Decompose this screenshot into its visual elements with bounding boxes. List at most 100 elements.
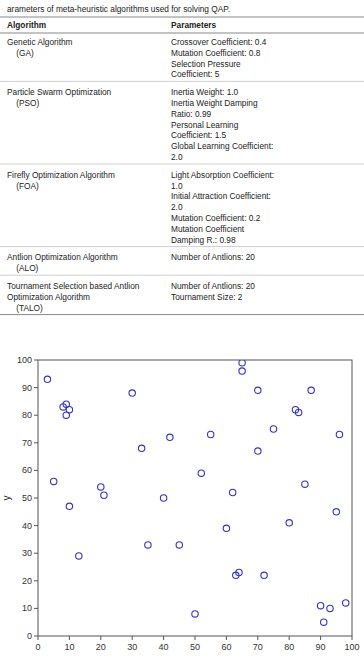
point: [145, 542, 151, 548]
point: [239, 368, 245, 374]
point: [208, 431, 214, 437]
y-tick-label: 40: [22, 521, 32, 531]
y-tick: [34, 608, 38, 609]
point: [261, 572, 267, 578]
point: [129, 390, 135, 396]
y-tick-label: 80: [22, 410, 32, 420]
y-tick-label: 30: [22, 548, 32, 558]
x-tick-label: 0: [35, 642, 40, 652]
table-title: arameters of meta-heuristic algorithms u…: [7, 4, 230, 14]
y-tick: [34, 580, 38, 581]
table-rule: [0, 81, 364, 82]
point: [192, 611, 198, 617]
point: [236, 569, 242, 575]
point: [321, 619, 327, 625]
parameters-cell: Light Absorption Coefficient:1.0Initial …: [171, 170, 274, 245]
y-tick: [34, 415, 38, 416]
table-rule: [0, 275, 364, 276]
x-tick-label: 80: [284, 642, 294, 652]
x-tick: [320, 636, 321, 640]
scatter-chart: 0102030405060708090100010203040506070809…: [1, 355, 360, 652]
point: [138, 445, 144, 451]
point: [229, 489, 235, 495]
point: [98, 484, 104, 490]
point: [286, 520, 292, 526]
x-tick: [195, 636, 196, 640]
point: [101, 492, 107, 498]
point: [336, 431, 342, 437]
point: [239, 360, 245, 366]
x-tick: [289, 636, 290, 640]
point: [255, 387, 261, 393]
x-tick: [226, 636, 227, 640]
table-rule: [0, 314, 364, 315]
table: arameters of meta-heuristic algorithms u…: [0, 4, 364, 315]
algorithm-cell: Genetic Algorithm (GA): [7, 37, 73, 58]
x-tick: [352, 636, 353, 640]
y-tick-label: 20: [22, 576, 32, 586]
y-axis-label: y: [1, 496, 12, 501]
point: [255, 448, 261, 454]
x-tick: [132, 636, 133, 640]
point: [176, 542, 182, 548]
point: [333, 509, 339, 515]
x-tick: [38, 636, 39, 640]
x-tick: [100, 636, 101, 640]
y-tick: [34, 636, 38, 637]
x-tick: [163, 636, 164, 640]
point: [223, 525, 229, 531]
column-header: Algorithm: [7, 20, 46, 30]
point: [317, 602, 323, 608]
y-tick-label: 90: [22, 383, 32, 393]
point: [51, 478, 57, 484]
point: [295, 409, 301, 415]
y-tick-label: 60: [22, 465, 32, 475]
point: [270, 426, 276, 432]
x-tick-label: 60: [221, 642, 231, 652]
table-rule: [0, 246, 364, 247]
point: [302, 481, 308, 487]
x-tick: [69, 636, 70, 640]
algorithm-cell: Antlion Optimization Algorithm (ALO): [7, 252, 118, 273]
x-tick-label: 40: [159, 642, 169, 652]
plot-frame: [38, 360, 352, 636]
x-tick: [257, 636, 258, 640]
point: [66, 503, 72, 509]
x-tick-label: 20: [96, 642, 106, 652]
point: [327, 605, 333, 611]
parameters-cell: Number of Antlions: 20Tournament Size: 2: [171, 281, 255, 302]
point: [66, 406, 72, 412]
parameters-cell: Crossover Coefficient: 0.4Mutation Coeff…: [171, 37, 267, 79]
background: [0, 0, 364, 662]
table-rule: [0, 164, 364, 165]
point: [167, 434, 173, 440]
y-tick-label: 0: [27, 631, 32, 641]
point: [76, 553, 82, 559]
table-rule: [0, 17, 364, 18]
point: [198, 470, 204, 476]
x-tick-label: 90: [316, 642, 326, 652]
table-rule: [0, 33, 364, 34]
points: [44, 360, 349, 625]
algorithm-cell: Particle Swarm Optimization (PSO): [7, 87, 112, 108]
algorithm-cell: Firefly Optimization Algorithm (FOA): [7, 170, 115, 191]
figure: arameters of meta-heuristic algorithms u…: [0, 0, 364, 662]
x-tick-label: 10: [64, 642, 74, 652]
point: [343, 600, 349, 606]
parameters-cell: Number of Antlions: 20: [171, 252, 255, 262]
y-tick: [34, 360, 38, 361]
y-tick: [34, 442, 38, 443]
y-tick: [34, 387, 38, 388]
y-tick-label: 10: [22, 603, 32, 613]
x-tick-label: 70: [253, 642, 263, 652]
x-tick-label: 100: [344, 642, 359, 652]
y-tick-label: 100: [17, 355, 32, 365]
x-tick-label: 30: [127, 642, 137, 652]
y-tick-label: 70: [22, 438, 32, 448]
point: [160, 495, 166, 501]
y-tick: [34, 498, 38, 499]
point: [308, 387, 314, 393]
y-tick: [34, 470, 38, 471]
algorithm-cell: Tournament Selection based AntlionOptimi…: [7, 281, 140, 313]
point: [44, 376, 50, 382]
